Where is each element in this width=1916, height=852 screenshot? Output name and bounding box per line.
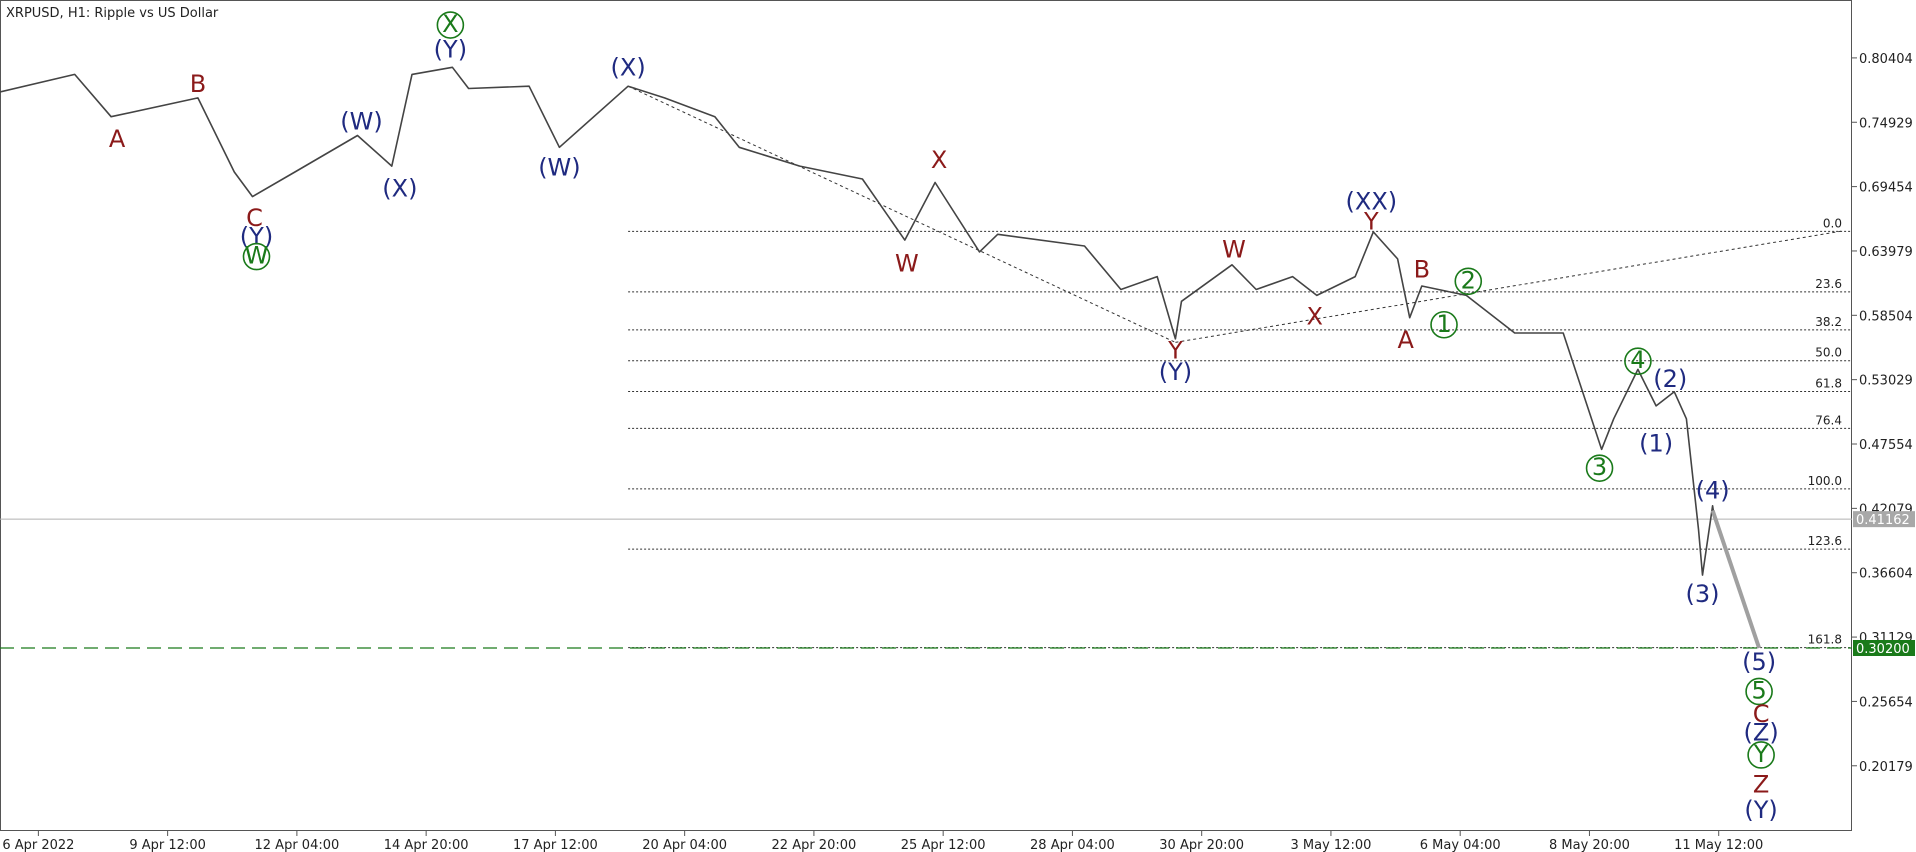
- wave-label: (Y): [1744, 796, 1777, 824]
- x-tick-label: 3 May 12:00: [1290, 838, 1371, 852]
- x-tick-label: 17 Apr 12:00: [513, 838, 598, 852]
- wave-label: X: [931, 146, 947, 174]
- wave-label: (2): [1653, 365, 1687, 393]
- wave-label: (W): [538, 153, 580, 181]
- wave-circle: [1454, 267, 1483, 296]
- fib-label: 123.6: [1808, 534, 1842, 548]
- fib-label: 50.0: [1815, 346, 1842, 360]
- y-tick-label: 0.58504: [1859, 309, 1913, 324]
- wave-circle: [1624, 347, 1652, 375]
- plot-frame: [0, 0, 1852, 831]
- fib-label: 100.0: [1808, 474, 1842, 488]
- current-price-label: 0.41162: [1856, 513, 1910, 528]
- x-tick-label: 30 Apr 20:00: [1159, 838, 1244, 852]
- x-tick-label: 6 Apr 2022: [2, 838, 74, 852]
- wave-label: 3: [1592, 453, 1607, 481]
- y-tick-label: 0.25654: [1859, 695, 1913, 710]
- wave-label: C: [246, 204, 263, 232]
- wave-label: (Y): [1159, 358, 1192, 386]
- x-tick-label: 11 May 12:00: [1674, 838, 1763, 852]
- wave-label: B: [190, 70, 206, 98]
- x-tick-label: 28 Apr 04:00: [1030, 838, 1115, 852]
- wave-label: C: [1753, 700, 1770, 728]
- y-tick-label: 0.63979: [1859, 245, 1913, 260]
- wave-label: 5: [1751, 676, 1766, 704]
- wave-label: (X): [611, 53, 646, 81]
- trendline: [1175, 230, 1845, 343]
- wave-circle: [1745, 677, 1773, 706]
- wave-label: (5): [1742, 648, 1776, 676]
- trendline: [627, 85, 1176, 343]
- fib-label: 38.2: [1815, 315, 1842, 329]
- y-tick-label: 0.20179: [1859, 760, 1913, 775]
- wave-label: B: [1414, 256, 1430, 284]
- chart-title: XRPUSD, H1: Ripple vs US Dollar: [6, 6, 219, 21]
- wave-circle: [1585, 454, 1614, 482]
- wave-label: 4: [1630, 346, 1645, 374]
- y-tick-label: 0.69454: [1859, 181, 1913, 196]
- x-tick-label: 8 May 20:00: [1549, 838, 1630, 852]
- wave-label: (1): [1639, 429, 1673, 457]
- wave-circle: [1747, 741, 1775, 769]
- current-price-box: [1853, 511, 1915, 528]
- wave-label: (XX): [1346, 187, 1398, 215]
- wave-label: W: [245, 242, 269, 270]
- wave-circle: [1430, 310, 1458, 339]
- fib-label: 0.0: [1823, 216, 1842, 230]
- wave-label: (W): [340, 107, 382, 135]
- target-label: 0.30200: [1856, 642, 1910, 657]
- y-tick-label: 0.80404: [1859, 52, 1913, 67]
- wave-label: 1: [1436, 310, 1451, 338]
- fib-label: 61.8: [1815, 377, 1842, 391]
- projection-line: [1710, 509, 1761, 649]
- wave-label: A: [1397, 326, 1414, 354]
- wave-label: X: [1307, 303, 1323, 331]
- wave-label: W: [1222, 236, 1246, 264]
- wave-label: (Y): [434, 36, 467, 64]
- y-tick-label: 0.53029: [1859, 374, 1913, 389]
- x-tick-label: 14 Apr 20:00: [384, 838, 469, 852]
- x-tick-label: 22 Apr 20:00: [772, 838, 857, 852]
- x-tick-label: 25 Apr 12:00: [901, 838, 986, 852]
- wave-label: (4): [1696, 476, 1730, 504]
- x-tick-label: 12 Apr 04:00: [255, 838, 340, 852]
- wave-label: A: [109, 125, 126, 153]
- wave-circle: [436, 11, 465, 39]
- wave-label: Z: [1753, 770, 1769, 798]
- wave-label: Y: [1363, 207, 1379, 235]
- fib-label: 23.6: [1815, 277, 1842, 291]
- price-line: [0, 66, 1716, 576]
- fib-label: 76.4: [1815, 413, 1842, 427]
- x-tick-label: 9 Apr 12:00: [129, 838, 206, 852]
- fib-label: 161.8: [1808, 633, 1842, 647]
- wave-circle: [242, 242, 271, 271]
- wave-label: (X): [382, 174, 417, 202]
- wave-label: (3): [1686, 580, 1720, 608]
- wave-label: (Y): [240, 223, 273, 251]
- wave-label: 2: [1461, 266, 1476, 294]
- wave-label: X: [442, 10, 458, 38]
- x-tick-label: 6 May 04:00: [1420, 838, 1501, 852]
- y-tick-label: 0.47554: [1859, 438, 1913, 453]
- wave-label: W: [895, 250, 919, 278]
- wave-label: Y: [1753, 740, 1769, 768]
- y-tick-label: 0.36604: [1859, 567, 1913, 582]
- x-tick-label: 20 Apr 04:00: [642, 838, 727, 852]
- wave-label: Y: [1167, 337, 1183, 365]
- target-box: [1853, 639, 1915, 656]
- y-tick-label: 0.74929: [1859, 116, 1913, 131]
